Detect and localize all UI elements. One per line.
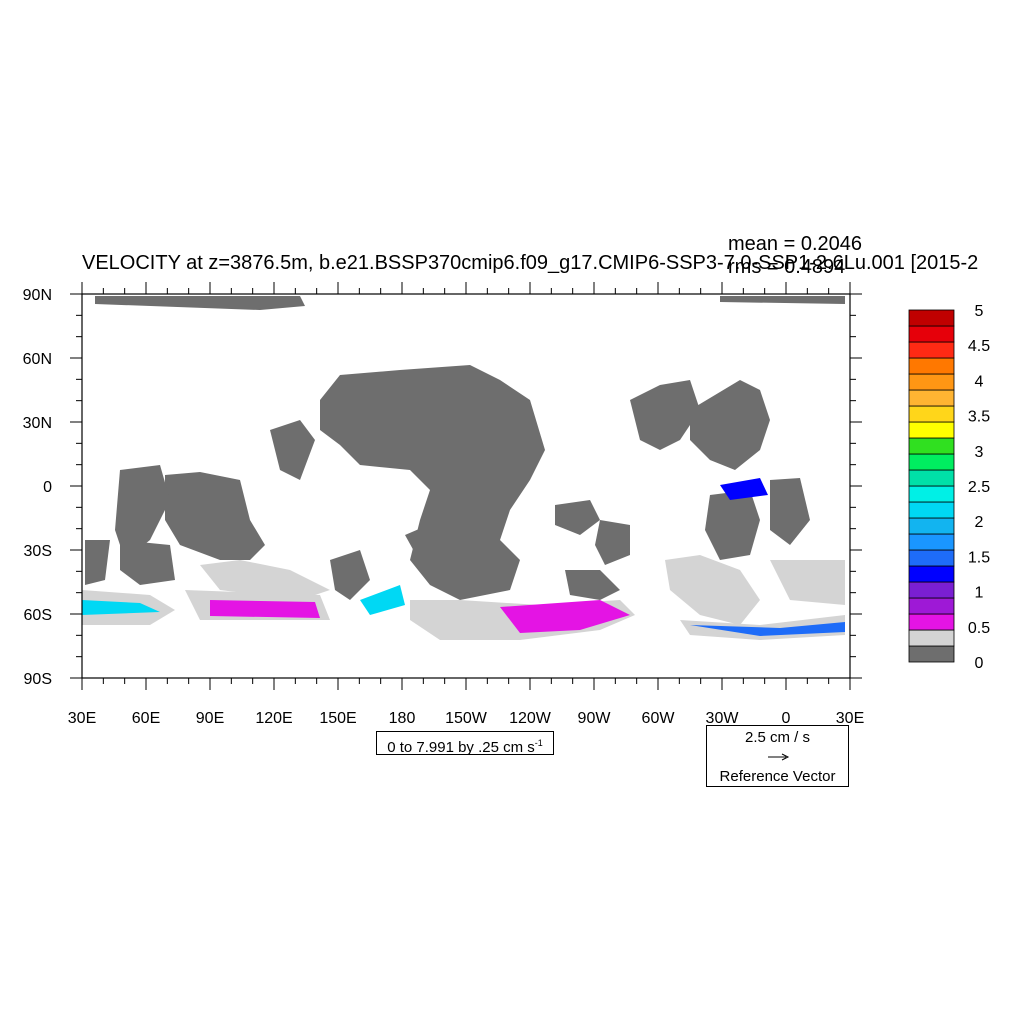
reference-arrow-icon	[768, 753, 790, 761]
x-axis-labels: 30E 60E 90E 120E 150E 180 150W 120W 90W 60W 30W 0 30…	[68, 710, 864, 727]
colorbar-label: 0.5	[968, 620, 990, 637]
colorbar-swatch	[908, 341, 955, 359]
y-tick-label: 0	[43, 479, 52, 496]
x-tick-label: 120W	[509, 710, 552, 727]
colorbar-swatch	[908, 597, 955, 615]
x-tick-label: 60E	[132, 710, 160, 727]
ocean-region-atlantic	[630, 380, 845, 640]
colorbar-labels: 5 4.5 4 3.5 3 2.5 2 1.5 1 0.5 0	[968, 303, 990, 672]
x-tick-label: 120E	[255, 710, 292, 727]
x-tick-label: 0	[782, 710, 791, 727]
colorbar-swatch	[908, 629, 955, 647]
colorbar-swatch	[908, 645, 955, 663]
mean-stat: mean = 0.2046	[728, 233, 862, 255]
colorbar-swatch	[908, 469, 955, 487]
x-tick-label: 150E	[319, 710, 356, 727]
y-axis-labels: 90N 60N 30N 0 30S 60S 90S	[23, 287, 52, 688]
contour-info-text: 0 to 7.991 by .25 cm s	[387, 739, 535, 756]
x-tick-label: 30E	[68, 710, 96, 727]
x-tick-label: 90E	[196, 710, 224, 727]
ocean-region-indian	[115, 465, 405, 620]
velocity-field	[82, 296, 845, 640]
ocean-region-southern	[82, 500, 630, 625]
colorbar-swatch	[908, 549, 955, 567]
colorbar-label: 4	[975, 373, 984, 390]
colorbar-swatch	[908, 453, 955, 471]
contour-info-superscript: -1	[534, 738, 543, 748]
x-tick-label: 180	[389, 710, 416, 727]
x-tick-label: 90W	[578, 710, 612, 727]
x-tick-label: 30W	[706, 710, 740, 727]
y-tick-label: 60N	[23, 351, 52, 368]
x-tick-label: 150W	[445, 710, 488, 727]
chart-title: VELOCITY at z=3876.5m, b.e21.BSSP370cmip…	[82, 252, 979, 274]
colorbar-swatch	[908, 373, 955, 391]
colorbar-swatch	[908, 501, 955, 519]
colorbar-label: 5	[975, 303, 984, 320]
colorbar-swatch	[908, 613, 955, 631]
colorbar-label: 4.5	[968, 338, 990, 355]
colorbar-swatch	[908, 405, 955, 423]
colorbar-swatch	[908, 421, 955, 439]
y-tick-label: 90N	[23, 287, 52, 304]
y-axis-ticks	[70, 293, 862, 679]
colorbar-swatch	[908, 325, 955, 343]
reference-vector-box: 2.5 cm / s Reference Vector	[706, 725, 849, 787]
y-tick-label: 30S	[24, 543, 52, 560]
colorbar-swatch	[908, 437, 955, 455]
colorbar-swatch	[908, 389, 955, 407]
colorbar-swatch	[908, 309, 955, 327]
x-tick-label: 60W	[642, 710, 676, 727]
colorbar-swatch	[908, 581, 955, 599]
reference-vector-label: Reference Vector	[719, 768, 836, 785]
colorbar-label: 2.5	[968, 479, 990, 496]
colorbar	[908, 309, 955, 663]
colorbar-swatch	[908, 357, 955, 375]
ocean-region-pacific	[270, 365, 635, 640]
x-axis-ticks	[81, 282, 851, 690]
contour-info-box: 0 to 7.991 by .25 cm s-1	[376, 731, 554, 756]
y-tick-label: 30N	[23, 415, 52, 432]
colorbar-swatch	[908, 485, 955, 503]
colorbar-swatch	[908, 517, 955, 535]
colorbar-label: 3.5	[968, 409, 990, 426]
y-tick-label: 60S	[24, 607, 52, 624]
colorbar-label: 2	[975, 514, 984, 531]
rms-stat: rms = 0.4894	[728, 256, 846, 278]
ocean-region-arctic	[95, 296, 845, 310]
colorbar-label: 0	[975, 655, 984, 672]
colorbar-label: 1	[975, 585, 984, 602]
x-tick-label: 30E	[836, 710, 864, 727]
colorbar-label: 3	[975, 444, 984, 461]
colorbar-swatch	[908, 565, 955, 583]
colorbar-label: 1.5	[968, 549, 990, 566]
colorbar-swatch	[908, 533, 955, 551]
reference-vector-speed: 2.5 cm / s	[744, 729, 811, 746]
y-tick-label: 90S	[24, 671, 52, 688]
